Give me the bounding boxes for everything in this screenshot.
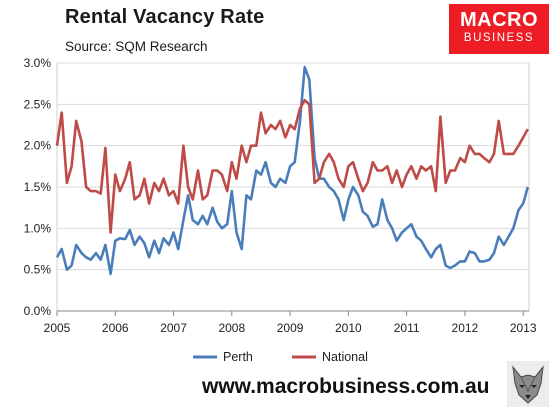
x-tick-label: 2013 — [510, 321, 537, 335]
legend-label-national: National — [322, 350, 368, 364]
chart-title: Rental Vacancy Rate — [65, 6, 265, 28]
y-tick-label: 3.0% — [24, 56, 52, 70]
x-tick-label: 2012 — [452, 321, 479, 335]
x-tick-label: 2007 — [160, 321, 187, 335]
series-line-national — [55, 98, 529, 234]
wolf-icon — [507, 361, 549, 407]
logo-line-1: MACRO — [459, 9, 539, 31]
series-line-perth — [55, 65, 530, 276]
x-tick-label: 2009 — [277, 321, 304, 335]
x-tick-label: 2008 — [218, 321, 245, 335]
y-tick-label: 1.0% — [24, 221, 52, 235]
logo-line-2: BUSINESS — [463, 32, 535, 44]
legend-label-perth: Perth — [223, 350, 253, 364]
y-tick-label: 1.5% — [24, 180, 52, 194]
y-tick-label: 2.0% — [24, 139, 52, 153]
x-tick-label: 2011 — [394, 321, 420, 335]
footer-url: www.macrobusiness.com.au — [202, 375, 490, 398]
x-tick-label: 2005 — [44, 321, 71, 335]
x-tick-label: 2010 — [335, 321, 362, 335]
macrobusiness-logo: MACRO BUSINESS — [449, 4, 549, 54]
y-tick-label: 0.0% — [24, 304, 52, 318]
y-tick-label: 2.5% — [24, 97, 52, 111]
x-tick-label: 2006 — [102, 321, 129, 335]
y-tick-label: 0.5% — [24, 263, 52, 277]
chart-subtitle: Source: SQM Research — [65, 39, 208, 54]
